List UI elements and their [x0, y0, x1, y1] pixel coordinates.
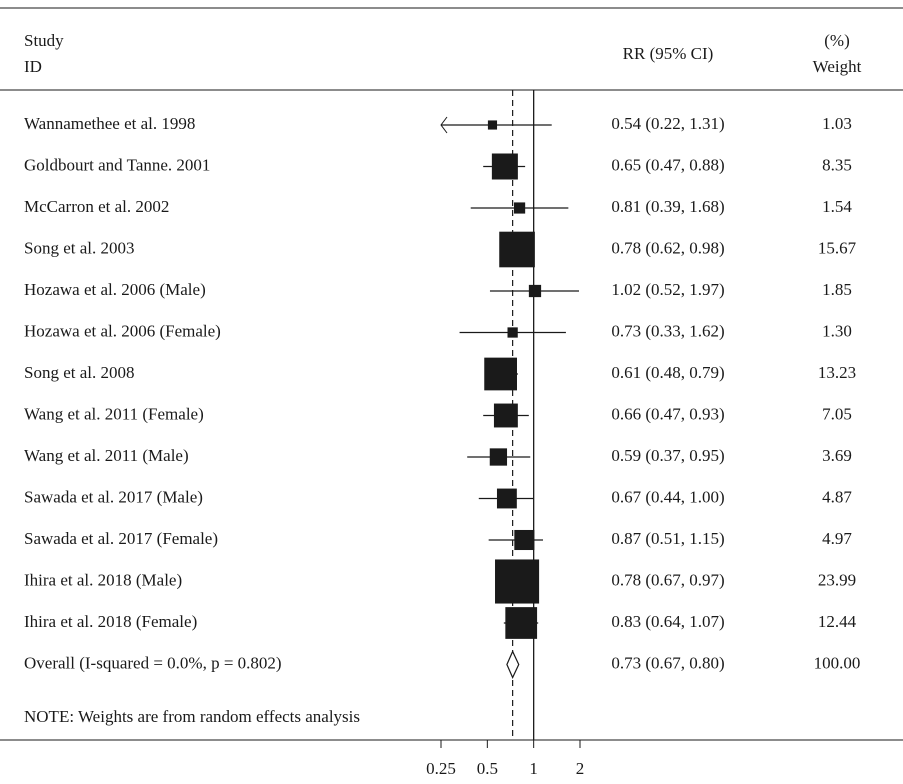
weight-box [528, 284, 542, 298]
weight-box [484, 357, 517, 391]
overall-label: Overall (I-squared = 0.0%, p = 0.802) [24, 653, 282, 672]
estimate-label: 0.73 (0.33, 1.62) [611, 321, 724, 340]
weight-box [505, 607, 538, 639]
x-tick-label: 1 [529, 759, 538, 778]
ci-arrow [440, 116, 448, 134]
weight-box [499, 231, 535, 268]
study-label: Wang et al. 2011 (Male) [24, 446, 189, 465]
study-label: McCarron et al. 2002 [24, 197, 169, 216]
weight-label: 8.35 [822, 155, 852, 174]
weight-label: 4.97 [822, 529, 852, 548]
study-label: Wang et al. 2011 (Female) [24, 404, 204, 423]
study-label: Goldbourt and Tanne. 2001 [24, 155, 210, 174]
estimate-label: 0.67 (0.44, 1.00) [611, 487, 724, 506]
note: NOTE: Weights are from random effects an… [24, 707, 360, 726]
weight-label: 12.44 [818, 612, 857, 631]
estimate-label: 0.59 (0.37, 0.95) [611, 446, 724, 465]
weight-box [493, 403, 518, 428]
estimate-label: 0.81 (0.39, 1.68) [611, 197, 724, 216]
header: ID [24, 57, 42, 76]
study-label: Song et al. 2008 [24, 363, 135, 382]
estimate-label: 0.73 (0.67, 0.80) [611, 653, 724, 672]
estimate-label: 0.65 (0.47, 0.88) [611, 155, 724, 174]
weight-label: 13.23 [818, 363, 856, 382]
estimate-label: 0.83 (0.64, 1.07) [611, 612, 724, 631]
weight-label: 1.54 [822, 197, 852, 216]
estimate-label: 0.66 (0.47, 0.93) [611, 404, 724, 423]
header: Weight [813, 57, 862, 76]
study-label: Song et al. 2003 [24, 238, 135, 257]
header: (%) [824, 31, 849, 50]
estimate-label: 0.87 (0.51, 1.15) [611, 529, 724, 548]
weight-label: 23.99 [818, 570, 856, 589]
weight-box [514, 529, 535, 551]
weight-box [496, 488, 517, 509]
weight-label: 1.85 [822, 280, 852, 299]
weight-label: 3.69 [822, 446, 852, 465]
weight-box [487, 120, 498, 130]
header: Study [24, 31, 64, 50]
study-label: Hozawa et al. 2006 (Male) [24, 280, 206, 299]
estimate-label: 1.02 (0.52, 1.97) [611, 280, 724, 299]
study-label: Sawada et al. 2017 (Female) [24, 529, 218, 548]
study-label: Hozawa et al. 2006 (Female) [24, 321, 221, 340]
weight-label: 7.05 [822, 404, 852, 423]
weight-label: 1.03 [822, 114, 852, 133]
weight-label: 15.67 [818, 238, 857, 257]
x-tick-label: 2 [576, 759, 585, 778]
estimate-label: 0.54 (0.22, 1.31) [611, 114, 724, 133]
estimate-label: 0.78 (0.62, 0.98) [611, 238, 724, 257]
x-tick-label: 0.25 [426, 759, 456, 778]
overall-diamond [506, 650, 520, 679]
weight-box [507, 327, 518, 338]
weight-label: 1.30 [822, 321, 852, 340]
weight-box [491, 153, 518, 180]
weight-box [513, 202, 526, 214]
weight-label: 4.87 [822, 487, 852, 506]
weight-label: 100.00 [814, 653, 861, 672]
study-label: Wannamethee et al. 1998 [24, 114, 195, 133]
study-label: Ihira et al. 2018 (Male) [24, 570, 182, 589]
estimate-label: 0.78 (0.67, 0.97) [611, 570, 724, 589]
x-tick-label: 0.5 [477, 759, 498, 778]
estimate-label: 0.61 (0.48, 0.79) [611, 363, 724, 382]
study-label: Ihira et al. 2018 (Female) [24, 612, 197, 631]
study-label: Sawada et al. 2017 (Male) [24, 487, 203, 506]
weight-box [489, 448, 508, 466]
header: RR (95% CI) [623, 44, 714, 63]
weight-box [495, 559, 540, 604]
